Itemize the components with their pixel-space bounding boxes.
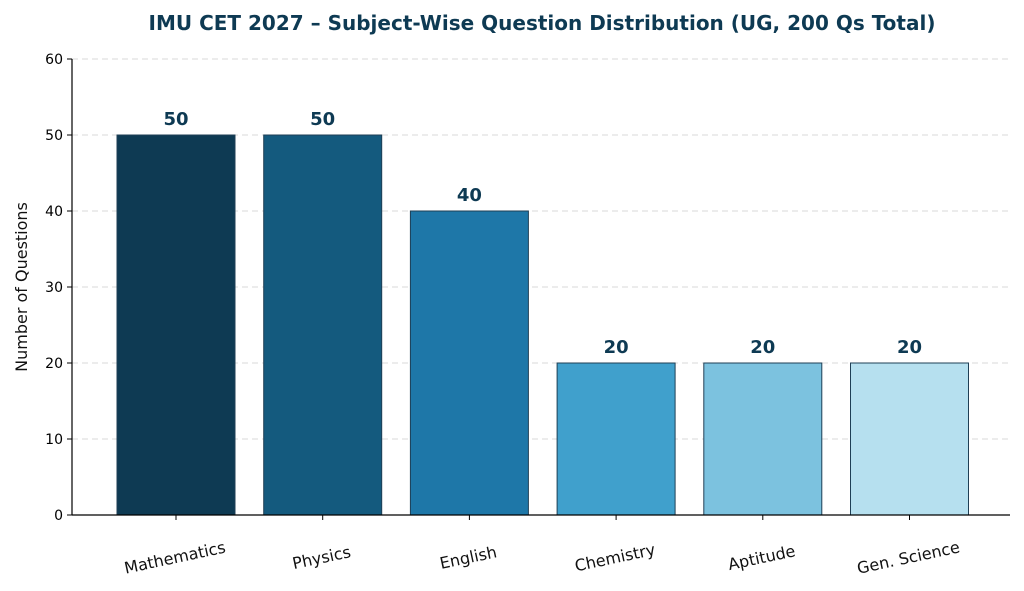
- bar-english: [409, 210, 529, 516]
- bar-mathematics: [116, 134, 236, 516]
- y-tick-label: 20: [45, 356, 63, 372]
- x-tick-label: Chemistry: [573, 540, 657, 576]
- x-tick-label: Aptitude: [726, 541, 797, 574]
- data-label: 20: [750, 337, 775, 358]
- y-axis-ticks: 0 10 20 30 40 50 60: [45, 52, 72, 524]
- x-tick-label: Mathematics: [122, 538, 227, 578]
- data-label: 20: [897, 337, 922, 358]
- x-tick-label: Gen. Science: [855, 537, 961, 577]
- data-label: 40: [457, 185, 482, 206]
- y-tick-label: 30: [45, 280, 63, 296]
- x-tick-label: Physics: [291, 542, 353, 573]
- y-tick-label: 40: [45, 204, 63, 220]
- y-tick-label: 0: [54, 508, 63, 524]
- y-tick-label: 50: [45, 128, 63, 144]
- y-tick-label: 10: [45, 432, 63, 448]
- data-label: 50: [163, 109, 188, 130]
- data-label: 20: [604, 337, 629, 358]
- x-axis-ticks: Mathematics Physics English Chemistry Aptitu…: [122, 515, 961, 578]
- y-axis-label: Number of Questions: [12, 202, 31, 372]
- data-labels: 50 50 40 20 20 20: [163, 109, 922, 358]
- data-label: 50: [310, 109, 335, 130]
- bar-physics: [263, 134, 383, 516]
- bar-aptitude: [703, 362, 823, 516]
- bar-gen-science: [850, 362, 969, 516]
- bar-chemistry: [556, 362, 676, 516]
- x-tick-label: English: [438, 542, 498, 573]
- y-tick-label: 60: [45, 52, 63, 68]
- bars: [116, 134, 969, 516]
- chart-title: IMU CET 2027 – Subject-Wise Question Dis…: [149, 11, 936, 35]
